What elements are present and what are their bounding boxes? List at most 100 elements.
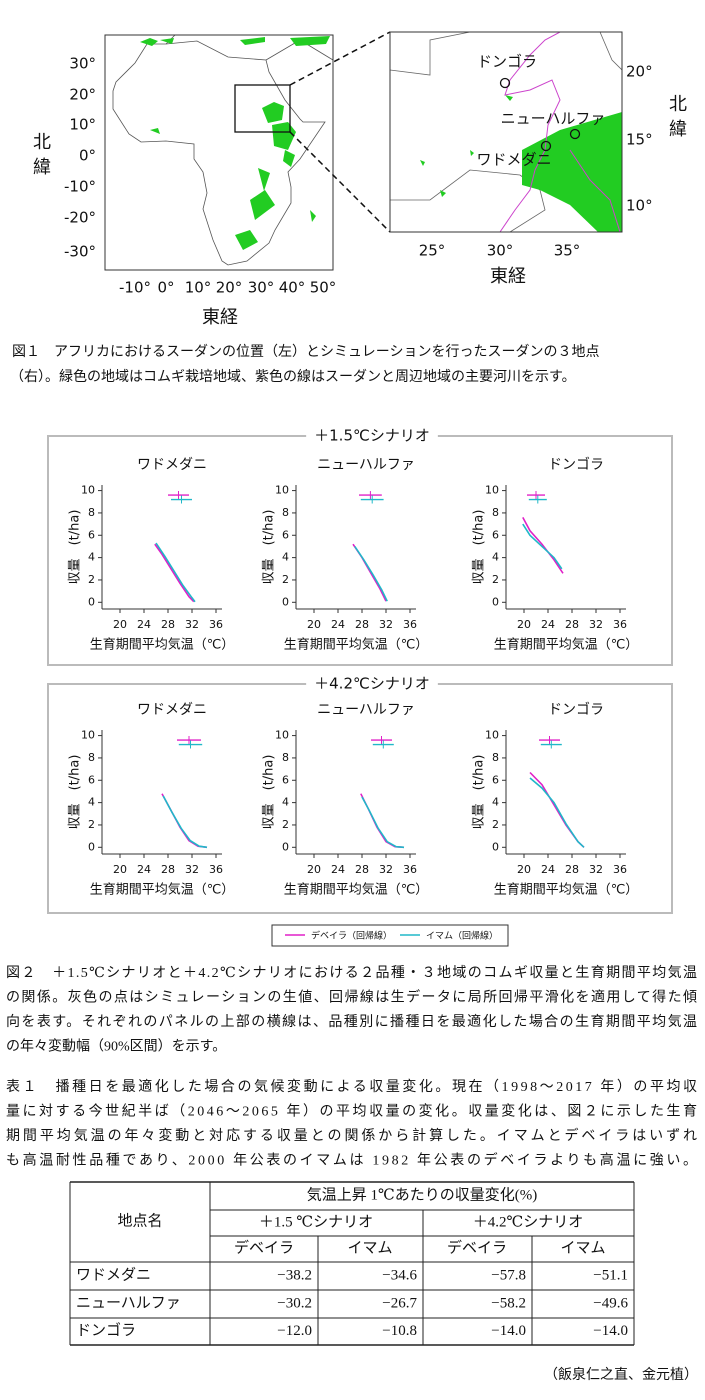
y-tick-label: 2	[88, 818, 95, 831]
x-tick-label: 32	[379, 863, 393, 876]
regression-line	[529, 771, 585, 848]
legend-label: イマム（回帰線）	[426, 930, 498, 942]
y-tick-label: 8	[492, 506, 499, 519]
y-tick-label: 10	[485, 484, 499, 497]
table-cell: −58.2	[491, 1295, 526, 1311]
footer: （飯泉仁之直、金元植）	[544, 1366, 698, 1383]
axis-label: 北	[33, 132, 51, 153]
caption: 表１ 播種日を最適化した場合の気候変動による収量変化。現在（1998～2017 …	[6, 1078, 697, 1095]
y-tick-label: 0	[88, 840, 95, 853]
y-tick-label: 8	[492, 751, 499, 764]
x-tick-label: 20	[113, 863, 127, 876]
panel-title: ドンゴラ	[548, 701, 604, 718]
x-tick-label: 20	[113, 618, 127, 631]
x-axis-label: 生育期間平均気温（℃）	[494, 882, 639, 898]
y-tick-label: 4	[492, 551, 499, 564]
legend-label: デベイラ（回帰線）	[311, 930, 392, 942]
caption: 図２ ＋1.5℃シナリオと＋4.2℃シナリオにおける２品種・３地域のコムギ収量と…	[6, 965, 697, 981]
plot-area	[505, 729, 627, 855]
table-cell: −30.2	[277, 1295, 312, 1311]
table-cell: ニューハルファ	[76, 1295, 181, 1311]
x-tick-label: 28	[161, 618, 175, 631]
y-tick-label: 10	[275, 729, 289, 742]
scenario-title: ＋4.2℃シナリオ	[314, 675, 430, 693]
caption: 期間平均気温の年々変動と対応する収量との関係から計算した。イマムとデベイラはいず…	[6, 1127, 697, 1144]
regression-line	[154, 543, 195, 603]
axis-label: 東経	[202, 307, 238, 328]
table-cell: −34.6	[382, 1267, 417, 1283]
x-tick-label: 32	[379, 618, 393, 631]
table-cell: −38.2	[277, 1267, 312, 1283]
x-tick-label: 40°	[279, 279, 306, 297]
africa-map	[104, 31, 391, 271]
table-cell: −10.8	[382, 1323, 417, 1339]
y-tick-label: 2	[88, 573, 95, 586]
scenario-frame	[47, 683, 673, 914]
y-tick-label: 10	[81, 729, 95, 742]
y-tick-label: 0°	[79, 147, 96, 165]
plot-area	[101, 729, 223, 855]
y-axis-label: 収量 (t/ha)	[68, 755, 83, 830]
table-header: ＋4.2℃シナリオ	[473, 1214, 584, 1230]
regression-line	[522, 517, 564, 574]
x-tick-label: 24	[541, 618, 555, 631]
x-tick-label: 24	[331, 618, 345, 631]
panel-title: ワドメダニ	[137, 457, 207, 473]
x-tick-label: 36	[209, 863, 223, 876]
y-tick-label: 8	[282, 751, 289, 764]
y-tick-label: 2	[282, 818, 289, 831]
y-tick-label: 4	[492, 796, 499, 809]
x-tick-label: 28	[565, 863, 579, 876]
x-axis-label: 生育期間平均気温（℃）	[90, 637, 235, 653]
regression-line	[360, 793, 405, 849]
y-axis-label: 収量 (t/ha)	[262, 510, 277, 585]
caption: （右）。緑色の地域はコムギ栽培地域、紫色の線はスーダンと周辺地域の主要河川を示す…	[10, 368, 576, 385]
x-tick-label: 50°	[310, 279, 337, 297]
table-cell: −14.0	[491, 1323, 526, 1339]
plot-area	[101, 484, 223, 610]
place-label: ドンゴラ	[477, 53, 537, 71]
table-cell: −49.6	[593, 1295, 628, 1311]
table-header: イマム	[560, 1240, 605, 1256]
y-tick-label: 10	[485, 729, 499, 742]
x-tick-label: 24	[137, 618, 151, 631]
y-axis-label: 収量 (t/ha)	[262, 755, 277, 830]
axis-label: 東経	[490, 266, 526, 287]
panel-title: ワドメダニ	[137, 702, 207, 718]
y-tick-label: 10	[275, 484, 289, 497]
regression-line	[522, 523, 563, 570]
regression-line	[529, 777, 585, 848]
caption: 向を表す。それぞれのパネルの上部の横線は、品種別に播種日を最適化した場合の生育期…	[6, 1013, 697, 1030]
x-tick-label: 20	[517, 618, 531, 631]
place-label: ニューハルファ	[501, 110, 606, 128]
y-tick-label: 6	[492, 528, 499, 541]
x-tick-label: 28	[355, 863, 369, 876]
table-header: デベイラ	[234, 1238, 294, 1256]
y-tick-label: 30°	[69, 55, 96, 73]
x-tick-label: 20	[517, 863, 531, 876]
y-tick-label: 6	[492, 773, 499, 786]
axis-label: 緯	[669, 119, 687, 140]
table-cell: −12.0	[277, 1323, 312, 1339]
y-tick-label: 2	[282, 573, 289, 586]
x-tick-label: 28	[355, 618, 369, 631]
x-tick-label: 20	[307, 863, 321, 876]
y-tick-label: 0	[492, 595, 499, 608]
regression-line	[354, 545, 388, 602]
scenario-title: ＋1.5℃シナリオ	[314, 427, 430, 445]
x-tick-label: 24	[137, 863, 151, 876]
y-tick-label: 0	[88, 595, 95, 608]
y-tick-label: 0	[282, 840, 289, 853]
y-tick-label: 2	[492, 818, 499, 831]
x-tick-label: 36	[403, 863, 417, 876]
panel-title: ニューハルファ	[317, 457, 415, 473]
axis-label: 北	[669, 94, 687, 115]
x-axis-label: 生育期間平均気温（℃）	[284, 882, 429, 898]
y-tick-label: 6	[282, 528, 289, 541]
table-cell: −57.8	[491, 1267, 526, 1283]
table-header: デベイラ	[447, 1238, 507, 1256]
x-tick-label: 0°	[157, 279, 174, 297]
table-header: イマム	[347, 1240, 392, 1256]
x-tick-label: 20	[307, 618, 321, 631]
